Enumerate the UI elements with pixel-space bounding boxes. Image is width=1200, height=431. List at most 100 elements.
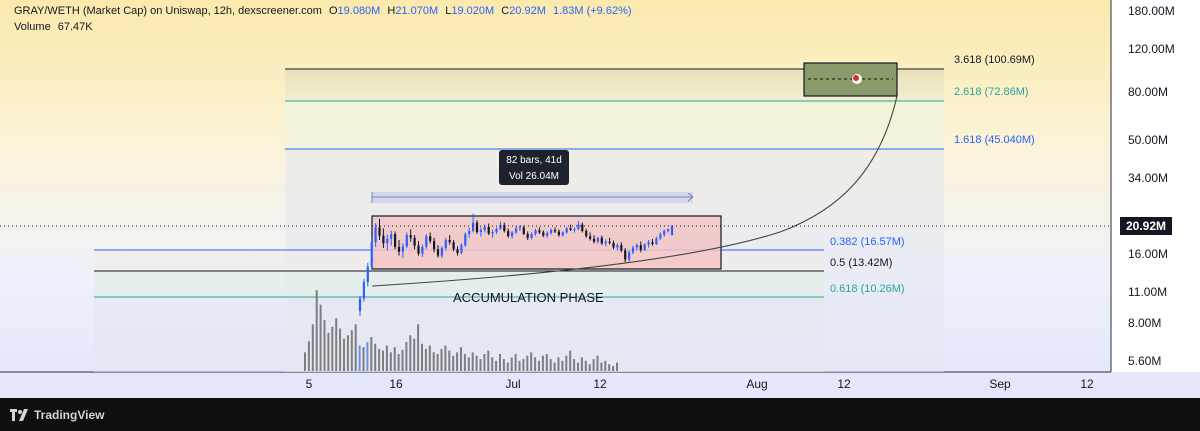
range-bars-label: 82 bars, 41d: [506, 155, 562, 166]
high-label: H: [387, 5, 396, 17]
volume-bar: [354, 324, 357, 371]
volume-bar: [456, 352, 459, 371]
candle-body: [604, 241, 607, 244]
range-measure[interactable]: 82 bars, 41d Vol 26.04M: [371, 150, 694, 203]
candle: [561, 231, 564, 237]
x-tick-5: 5: [306, 377, 313, 391]
candle: [565, 226, 568, 234]
candle: [382, 228, 385, 249]
candle-body: [538, 230, 541, 233]
volume-bar: [385, 345, 388, 371]
candle-body: [553, 229, 557, 232]
volume-bar: [506, 362, 509, 371]
candle-body: [452, 242, 455, 250]
volume-series: [304, 290, 618, 371]
candle: [526, 231, 529, 240]
candle-body: [514, 228, 518, 233]
candle-body: [487, 226, 490, 234]
candle-body: [592, 238, 596, 242]
candle-body: [479, 229, 482, 232]
candle-body: [628, 252, 631, 260]
volume-bar: [549, 359, 552, 371]
volume-bar: [608, 364, 611, 371]
volume-bar: [577, 362, 579, 371]
candle: [569, 224, 572, 231]
candle: [522, 225, 525, 236]
volume-bar: [401, 349, 404, 371]
candle-body: [409, 235, 412, 238]
volume-bar: [440, 348, 443, 371]
candle: [604, 239, 607, 247]
candle: [464, 232, 467, 247]
footer-bar: [0, 398, 1200, 431]
volume-bar: [479, 359, 482, 371]
last-price-badge: [1120, 217, 1172, 235]
candle: [452, 239, 455, 252]
candle-body: [475, 222, 479, 232]
volume-bar: [557, 357, 560, 371]
fib-labels: 3.618 (100.69M) 2.618 (72.86M) 1.618 (45…: [830, 54, 1035, 295]
volume-bar: [350, 330, 353, 371]
volume-bar: [432, 352, 435, 371]
candle: [405, 232, 408, 249]
volume-bar: [389, 352, 392, 371]
volume-bar: [327, 332, 330, 371]
y-tick-11: 11.00M: [1128, 285, 1167, 299]
candle-body: [639, 245, 642, 250]
volume-bar: [307, 341, 310, 371]
y-tick-180: 180.00M: [1128, 4, 1175, 18]
candle: [456, 246, 459, 256]
candle-body: [436, 249, 440, 256]
candle: [440, 246, 443, 259]
projection-curve: [371, 95, 898, 287]
candle-body: [374, 227, 377, 243]
volume-bar: [526, 355, 529, 371]
volume-bar: [573, 359, 576, 371]
candle-body: [366, 266, 369, 283]
accumulation-box[interactable]: [371, 215, 722, 270]
candle: [401, 243, 404, 259]
tradingview-logo-icon: [10, 409, 28, 421]
volume-bar: [460, 347, 462, 371]
volume-bar: [553, 362, 556, 371]
candle: [616, 243, 619, 251]
candle: [600, 235, 603, 246]
candle: [511, 230, 514, 239]
volume-bar: [584, 360, 587, 371]
candle: [592, 235, 596, 244]
volume-value: 67.47K: [57, 21, 93, 33]
candle: [460, 243, 463, 255]
range-vol-label: Vol 26.04M: [509, 171, 559, 182]
candle: [366, 262, 369, 287]
candle-body: [534, 230, 537, 235]
volume-bar: [491, 357, 494, 371]
symbol-title[interactable]: GRAY/WETH (Market Cap) on Uniswap, 12h, …: [14, 5, 322, 17]
candle-body: [557, 231, 560, 236]
candle-body: [358, 298, 362, 312]
candle-body: [421, 246, 424, 254]
candle: [507, 228, 510, 238]
candle: [370, 238, 373, 270]
volume-bar: [421, 343, 423, 371]
candle: [667, 228, 670, 233]
volume-bar: [436, 354, 439, 371]
candle-body: [608, 241, 611, 243]
candle: [417, 241, 420, 256]
candle-body: [495, 228, 498, 232]
candle-body: [425, 236, 428, 247]
target-marker-icon: [852, 74, 862, 84]
candle: [397, 239, 401, 256]
candle-body: [405, 235, 408, 247]
candle-body: [565, 228, 568, 233]
candle: [631, 245, 635, 255]
fib-zone-mid: [285, 101, 944, 149]
tradingview-brand[interactable]: TradingView: [10, 405, 104, 425]
candle: [612, 240, 615, 250]
volume-bar: [339, 328, 342, 371]
candle: [433, 237, 436, 253]
candle: [663, 229, 666, 237]
fib-label-05: 0.5 (13.42M): [830, 257, 892, 269]
volume-bar: [580, 357, 583, 371]
